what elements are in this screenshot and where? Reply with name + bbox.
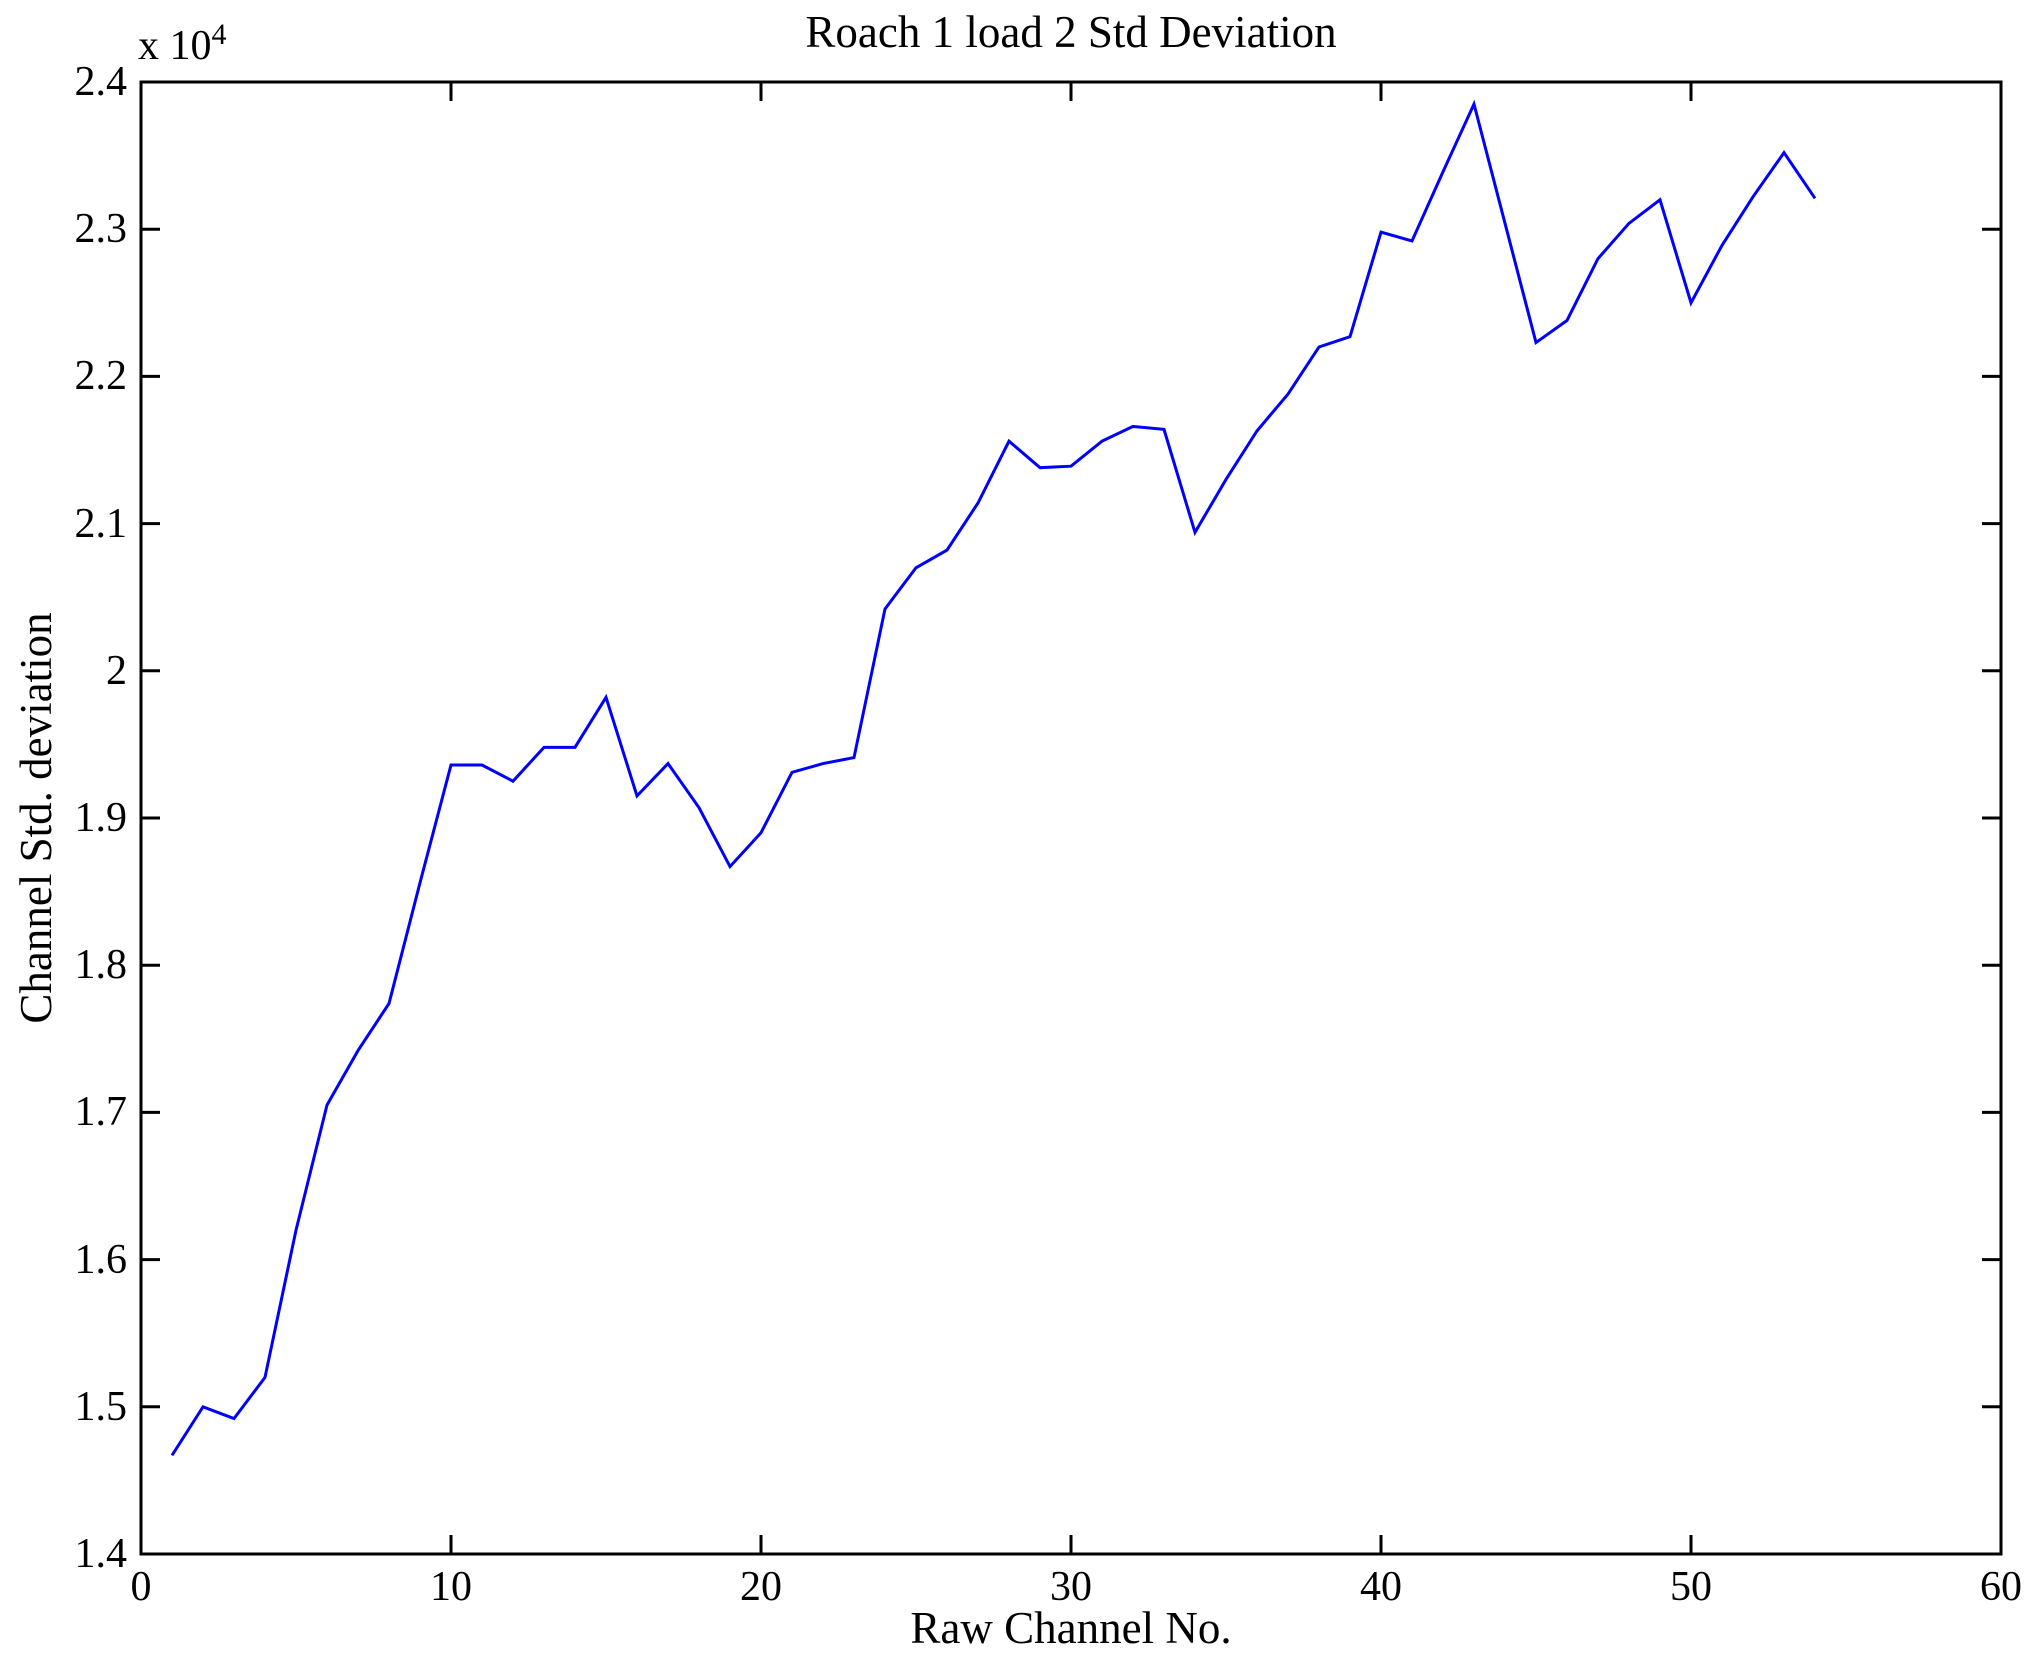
- y-axis-exponent-label: x 104: [138, 20, 227, 70]
- x-tick-label: 40: [1360, 1564, 1402, 1610]
- y-axis-exponent-power: 4: [211, 18, 227, 51]
- y-tick-label: 2.2: [74, 353, 128, 400]
- x-tick-label: 0: [130, 1564, 152, 1610]
- y-tick-label: 2.1: [74, 500, 128, 547]
- chart-title: Roach 1 load 2 Std Deviation: [805, 7, 1337, 57]
- x-tick-label: 10: [430, 1564, 472, 1610]
- y-tick-label: 1.4: [74, 1531, 128, 1577]
- x-axis-label: Raw Channel No.: [910, 1603, 1232, 1653]
- y-tick-label: 2.3: [74, 206, 128, 253]
- x-tick-label: 20: [740, 1564, 782, 1610]
- x-tick-label: 50: [1670, 1564, 1712, 1610]
- y-axis-exponent-base: x 10: [138, 23, 212, 69]
- x-tick-label: 30: [1050, 1564, 1092, 1610]
- y-tick-label: 1.5: [74, 1383, 128, 1430]
- y-tick-label: 1.9: [74, 795, 128, 841]
- y-tick-label: 1.8: [74, 942, 128, 989]
- y-tick-label: 2: [106, 647, 127, 694]
- y-tick-label: 1.6: [74, 1236, 128, 1283]
- y-tick-label: 2.4: [74, 59, 128, 105]
- data-line: [170, 99, 1817, 1457]
- x-tick-label: 60: [1980, 1564, 2022, 1610]
- plot-border: [139, 80, 2003, 1556]
- y-tick-label: 1.7: [74, 1089, 128, 1136]
